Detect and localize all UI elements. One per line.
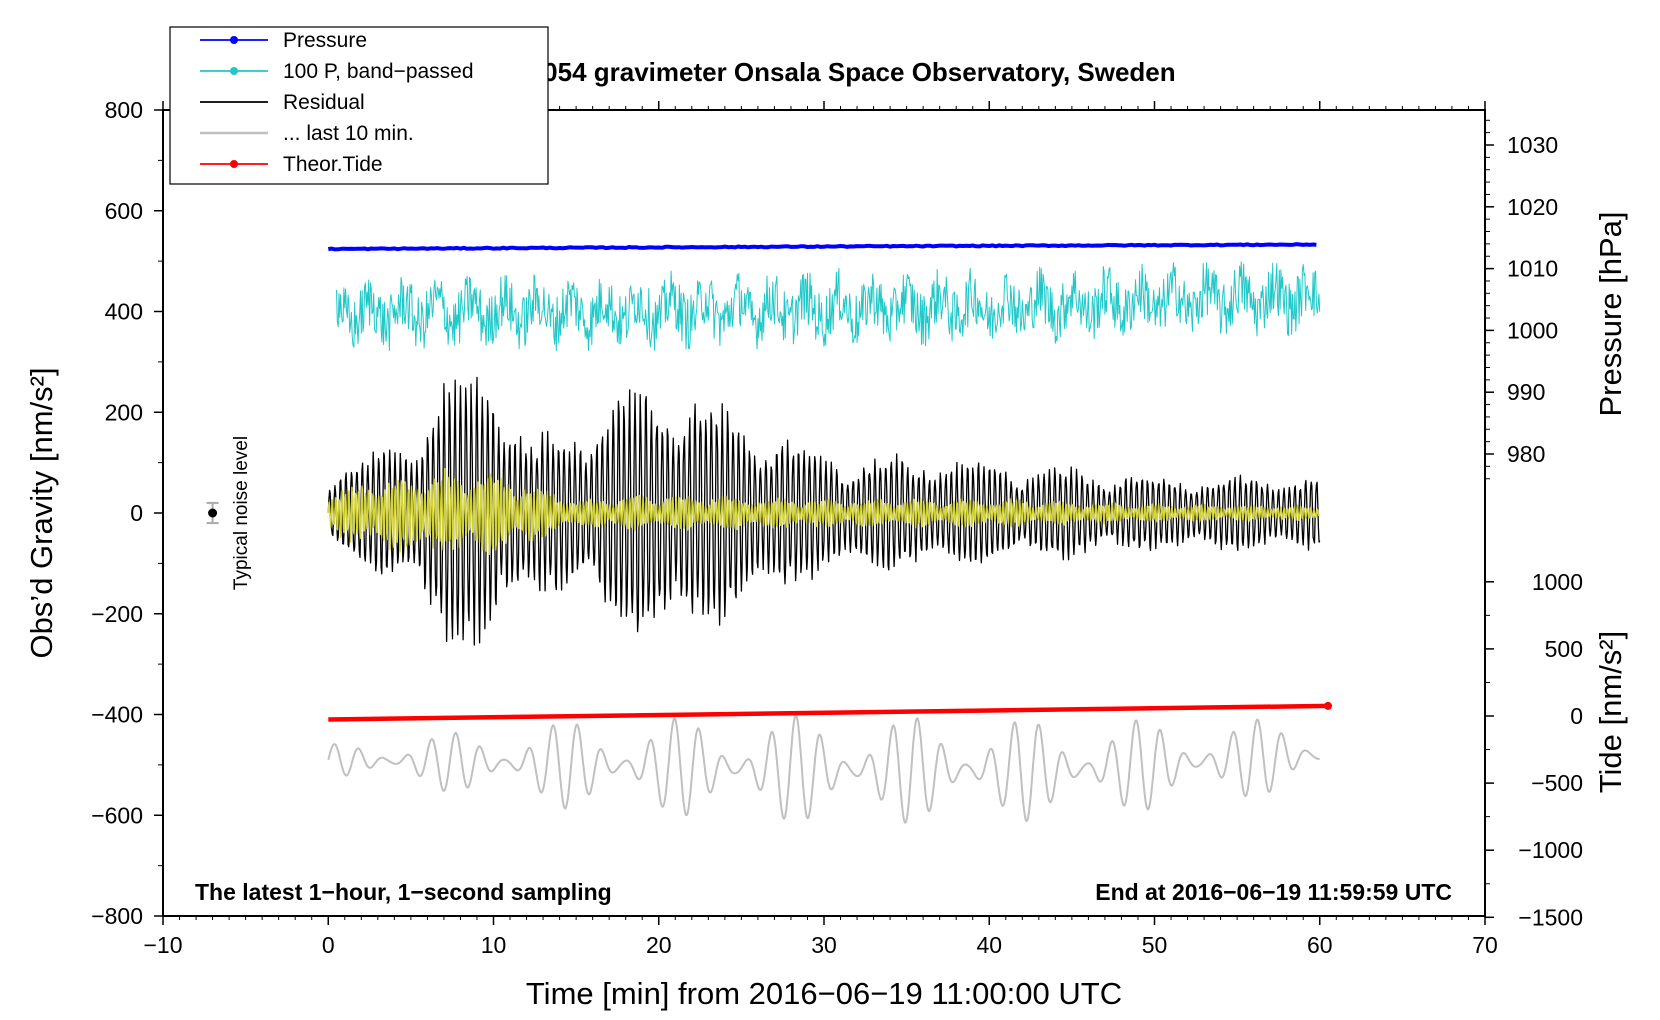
pressure-tick-label: 1030 — [1507, 132, 1558, 158]
y-tick-label: −400 — [91, 702, 143, 728]
legend: Pressure 100 P, band−passed Residual ... la… — [169, 26, 549, 185]
annotation-bottom-right: End at 2016−06−19 11:59:59 UTC — [1095, 879, 1452, 905]
pressure-tick-label: 1010 — [1507, 256, 1558, 282]
tide-tick-label: 1000 — [1532, 569, 1583, 595]
annotation-bottom-left: The latest 1−hour, 1−second sampling — [195, 879, 612, 905]
y-tick-label: 600 — [105, 198, 143, 224]
tide-tick-label: −500 — [1531, 770, 1583, 796]
y-tick-label: −200 — [91, 601, 143, 627]
x-tick-label: 60 — [1307, 932, 1333, 958]
pressure-tick-label: 990 — [1507, 379, 1545, 405]
series-last-10-min — [327, 714, 1320, 824]
x-tick-label: 50 — [1142, 932, 1168, 958]
legend-label: Pressure — [283, 29, 367, 52]
x-tick-label: 70 — [1472, 932, 1498, 958]
pressure-tick-label: 1020 — [1507, 194, 1558, 220]
y-tick-label: 800 — [105, 97, 143, 123]
tide-tick-label: −1500 — [1518, 904, 1583, 930]
legend-label: ... last 10 min. — [283, 122, 414, 145]
tide-tick-label: 500 — [1545, 636, 1583, 662]
legend-marker — [230, 160, 238, 168]
y-tick-label: 200 — [105, 399, 143, 425]
noise-level-marker — [206, 501, 219, 525]
y-tick-label: −800 — [91, 903, 143, 929]
x-tick-label: 40 — [976, 932, 1002, 958]
pressure-axis-label: Pressure [hPa] — [1593, 211, 1628, 416]
x-tick-label: −10 — [143, 932, 182, 958]
y-tick-label: −600 — [91, 802, 143, 828]
plot-frame — [162, 109, 1486, 917]
x-tick-label: 20 — [646, 932, 672, 958]
legend-marker — [230, 36, 238, 44]
pressure-tick-label: 980 — [1507, 441, 1545, 467]
series-pressure — [328, 242, 1317, 252]
y-axis-label: Obs’d Gravity [nm/s²] — [24, 367, 59, 658]
chart-title: SCG_054 gravimeter Onsala Space Observat… — [472, 57, 1175, 87]
legend-marker — [230, 67, 238, 75]
series-layer — [327, 242, 1333, 824]
x-tick-label: 0 — [322, 932, 335, 958]
legend-box — [169, 26, 549, 185]
x-tick-label: 30 — [811, 932, 837, 958]
tide-tick-label: −1000 — [1518, 837, 1583, 863]
noise-level-label: Typical noise level — [231, 436, 252, 590]
labels-layer: −10 0 10 20 30 40 50 60 708006004002000−200−400−… — [91, 97, 1583, 958]
series-residual-band-passed — [327, 468, 1320, 556]
legend-label: 100 P, band−passed — [283, 60, 474, 83]
pressure-tick-label: 1000 — [1507, 317, 1558, 343]
legend-items: Pressure 100 P, band−passed Residual ... la… — [200, 29, 474, 176]
y-tick-label: 400 — [105, 299, 143, 325]
x-axis-label: Time [min] from 2016−06−19 11:00:00 UTC — [526, 976, 1122, 1011]
y-tick-label: 0 — [130, 500, 143, 526]
tide-axis-label: Tide [nm/s²] — [1593, 631, 1628, 794]
tide-end-marker — [1324, 701, 1333, 710]
legend-label: Residual — [283, 91, 365, 114]
legend-label: Theor.Tide — [283, 153, 383, 176]
noise-point — [208, 508, 218, 518]
tide-tick-label: 0 — [1570, 703, 1583, 729]
x-tick-label: 10 — [481, 932, 507, 958]
series-pressure-band-passed — [336, 261, 1321, 351]
series-theoretical-tide — [328, 703, 1329, 722]
